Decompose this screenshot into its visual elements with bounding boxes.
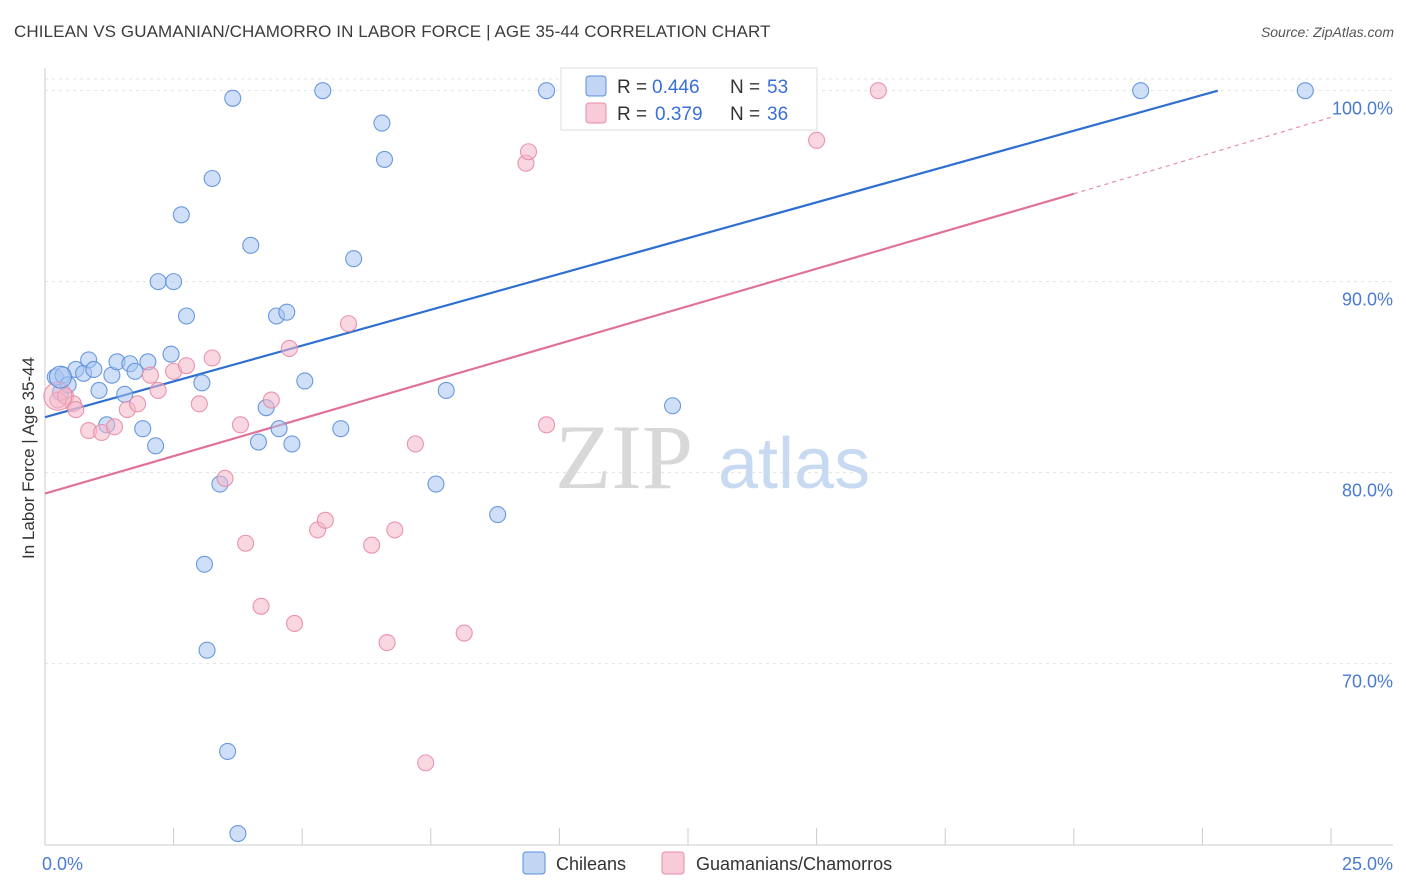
bottom-legend-label-chileans: Chileans	[556, 854, 626, 874]
guamanian-point	[149, 381, 167, 400]
source-label: Source: ZipAtlas.com	[1260, 24, 1394, 40]
chilean-point	[270, 420, 288, 438]
watermark-zip: ZIP	[555, 406, 693, 508]
bottom-legend-swatch-guamanians	[661, 851, 685, 875]
legend-swatch-guamanians	[585, 102, 607, 124]
grid-lines	[45, 78, 1393, 665]
chart-title: CHILEAN VS GUAMANIAN/CHAMORRO IN LABOR F…	[14, 22, 771, 41]
legend: R = 0.446 N = 53 R = 0.379 N = 36	[560, 67, 818, 131]
guamanian-trend-extension	[1073, 116, 1332, 195]
y-tick-label: 90.0%	[1342, 290, 1393, 310]
guamanian-point	[386, 521, 404, 539]
y-axis-label: In Labor Force | Age 35-44	[19, 357, 38, 559]
guamanian-point	[869, 82, 887, 100]
guamanian-point	[285, 614, 304, 633]
legend-r-value-2: 0.379	[655, 104, 703, 125]
guamanian-point	[190, 395, 208, 413]
chilean-point	[198, 641, 216, 659]
chilean-point	[427, 475, 445, 493]
guamanian-point	[406, 435, 424, 453]
bottom-legend-label-guamanians: Guamanians/Chamorros	[696, 854, 892, 874]
legend-swatch-chileans	[585, 75, 607, 97]
chilean-point	[278, 303, 296, 321]
chilean-point	[219, 742, 237, 760]
chilean-point	[165, 273, 183, 291]
chilean-point	[195, 555, 214, 573]
y-tick-label: 80.0%	[1342, 481, 1393, 501]
chilean-point	[172, 206, 190, 224]
chilean-point	[1132, 82, 1150, 100]
chilean-point	[345, 250, 363, 268]
legend-r-label-1: R =	[617, 77, 647, 98]
chilean-point	[162, 345, 180, 363]
chilean-point	[134, 420, 152, 438]
guamanian-point	[808, 131, 826, 149]
guamanian-point	[237, 534, 255, 552]
chilean-point	[193, 374, 211, 392]
chilean-point	[664, 397, 682, 415]
chilean-point	[242, 236, 260, 254]
legend-n-label-2: N =	[730, 104, 760, 125]
chilean-point	[177, 307, 196, 325]
chilean-point	[375, 150, 394, 168]
bottom-legend-swatch-chileans	[522, 851, 546, 875]
guamanian-point	[537, 416, 556, 434]
guamanian-point	[339, 315, 358, 333]
chilean-point	[224, 89, 242, 107]
chilean-point	[249, 433, 268, 451]
guamanian-point	[105, 418, 123, 436]
chilean-point	[489, 506, 507, 524]
guamanian-point	[177, 357, 196, 375]
chilean-trend-line	[44, 89, 1219, 419]
guamanian-point	[252, 597, 270, 615]
trend-lines	[44, 89, 1332, 495]
x-tick-label: 25.0%	[1342, 854, 1393, 874]
y-tick-label: 100.0%	[1332, 99, 1393, 119]
watermark: ZIP atlas	[555, 406, 870, 508]
guamanian-point	[378, 634, 396, 652]
guamanian-point	[216, 469, 234, 487]
guamanian-trend-line	[44, 192, 1075, 495]
y-tick-label: 70.0%	[1342, 672, 1393, 692]
chilean-point	[1296, 82, 1314, 100]
chilean-point	[90, 381, 108, 400]
axes	[44, 68, 1393, 846]
guamanian-point	[231, 416, 250, 434]
data-points	[43, 82, 1314, 843]
guamanian-point	[67, 401, 85, 419]
chilean-point	[229, 824, 247, 843]
chilean-point	[296, 372, 314, 390]
guamanian-point	[363, 536, 381, 554]
guamanian-point	[519, 143, 538, 161]
chilean-point	[332, 420, 350, 438]
chilean-point	[283, 435, 301, 453]
legend-n-label-1: N =	[730, 77, 760, 98]
x-tick-label: 0.0%	[42, 854, 83, 874]
chilean-cluster-point	[48, 365, 72, 389]
chilean-point	[437, 381, 455, 400]
guamanian-point	[417, 754, 435, 772]
legend-r-label-2: R =	[617, 104, 647, 125]
tick-labels: 70.0% 80.0% 90.0% 100.0% 0.0% 25.0%	[42, 99, 1393, 874]
chilean-point	[314, 82, 332, 100]
chilean-point	[203, 169, 221, 188]
legend-n-value-2: 36	[767, 104, 788, 125]
guamanian-point	[316, 511, 334, 529]
guamanian-point	[141, 366, 160, 384]
guamanian-point	[280, 339, 298, 358]
watermark-atlas: atlas	[718, 424, 870, 504]
legend-r-value-1: 0.446	[652, 77, 700, 98]
legend-n-value-1: 53	[767, 77, 788, 98]
chilean-point	[85, 360, 103, 379]
guamanian-point	[129, 395, 147, 413]
guamanian-point	[455, 624, 473, 642]
bottom-legend: Chileans Guamanians/Chamorros	[522, 851, 892, 875]
chilean-point	[373, 114, 391, 132]
chilean-point	[149, 273, 167, 291]
chilean-point	[147, 437, 165, 455]
guamanian-point	[203, 349, 221, 367]
chilean-point	[537, 82, 556, 100]
guamanian-point	[262, 391, 280, 409]
